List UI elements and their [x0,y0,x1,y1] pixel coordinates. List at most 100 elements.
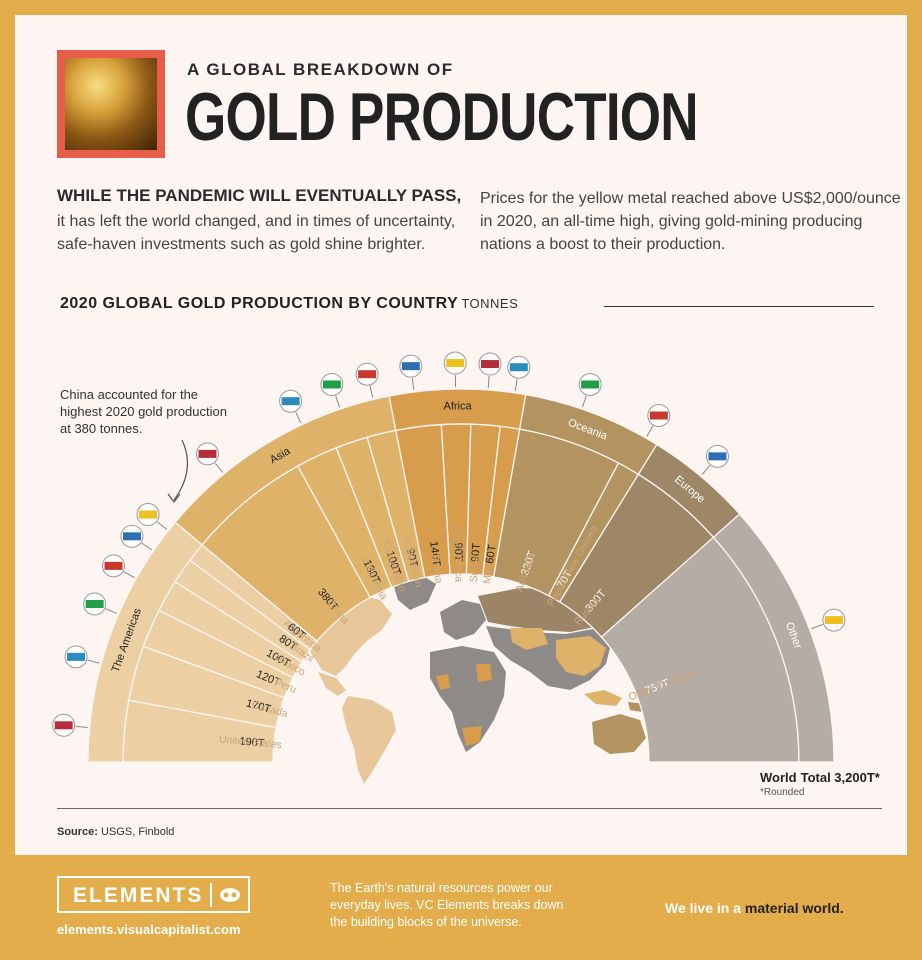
value-label-south-africa: 90T [452,542,464,561]
map-china [556,636,606,676]
brand-url[interactable]: elements.visualcapitalist.com [57,922,241,937]
source-text: USGS, Finbold [101,826,175,838]
flag-connector-other-countries [811,623,823,630]
flag-band-sudan [480,360,499,369]
flag-band-other-countries [824,616,843,625]
flag-connector-sudan [487,375,490,389]
tagline-emphasis: material world. [744,900,844,916]
flag-connector-china [214,462,224,473]
value-label-uzbekistan: 90T [404,547,420,569]
flag-connector-brazil [141,542,153,551]
flag-band-ghana [401,362,420,371]
flag-band-peru [85,599,104,608]
header-kicker: A GLOBAL BREAKDOWN OF [187,60,454,79]
value-label-mali: 60T [484,544,499,565]
country-label-south-africa: South Africa [452,525,465,582]
gold-nugget-image [57,50,165,158]
flag-band-mali [509,363,528,372]
callout-arrowhead [167,493,181,503]
value-label-ghana: 140T [427,540,442,567]
tagline: We live in a material world. [665,900,844,916]
country-label-ghana: Ghana [429,551,445,584]
footer-blurb: The Earth's natural resources power our … [330,880,590,931]
flag-connector-kazakhstan [335,395,341,408]
region-band-other [712,513,835,763]
map-indonesia [584,690,622,706]
country-label-mali: Mali [481,564,496,585]
flag-band-china [198,449,217,458]
flag-band-canada [67,652,86,661]
intro-left-line: it has left the world changed, and in ti… [57,213,456,230]
section-title-text: 2020 GLOBAL GOLD PRODUCTION BY COUNTRY [60,295,459,312]
flag-band-kazakhstan [322,380,341,389]
flag-connector-ghana [411,378,415,391]
map-south-america [342,696,396,784]
country-label-sudan: Sudan [468,552,482,583]
intro-right-line: Prices for the yellow metal reached abov… [480,190,901,207]
flag-connector-papua-new-guinea [646,425,654,437]
callout-line: at 380 tonnes. [60,421,143,436]
intro-right-line: nations a boost to their production. [480,236,726,253]
map-kazakhstan [510,628,548,650]
country-label-united-states: United States [218,733,282,751]
rounded-note: *Rounded [760,787,805,798]
flag-band-argentina [139,510,158,519]
flag-connector-mali [514,379,518,392]
intro-lead: WHILE THE PANDEMIC WILL EVENTUALLY PASS, [57,186,462,205]
bottom-divider [57,808,882,809]
flag-band-brazil [122,532,141,541]
intro-left-text: it has left the world changed, and in ti… [57,210,455,256]
flag-connector-peru [105,608,117,614]
tagline-start: We live in a [665,900,745,916]
source-label: Source: [57,826,98,838]
blurb-line: the building blocks of the universe. [330,915,522,929]
flag-connector-canada [87,659,100,664]
world-total-value: Total 3,200T* [800,770,880,785]
gold-nugget-photo [65,58,157,150]
flag-band-australia [581,380,600,389]
callout-line: highest 2020 gold production [60,404,227,419]
intro-right-text: Prices for the yellow metal reached abov… [480,187,901,256]
logo-divider [210,883,212,907]
value-label-united-states: 190T [239,735,265,749]
flag-connector-uzbekistan [369,385,374,398]
value-label-sudan: 90T [469,542,482,562]
intro-right-line: in 2020, an all-time high, giving gold-m… [480,213,863,230]
flag-band-russia [708,452,727,461]
elements-logo: ELEMENTS [57,876,250,913]
flag-connector-united-states [75,725,88,729]
source-line: Source: USGS, Finbold [57,826,174,838]
flag-band-indonesia [281,397,300,406]
callout-arrow [173,439,188,501]
blurb-line: everyday lives. VC Elements breaks down [330,898,564,912]
map-europe [440,600,486,640]
callout-line: China accounted for the [60,387,199,402]
world-total: World Total 3,200T* [760,770,880,785]
world-total-label: World [760,770,797,785]
flag-band-south-africa [446,359,465,368]
section-divider [604,306,874,307]
map-south-africa [462,726,482,746]
flag-connector-australia [581,395,587,408]
brand-name: ELEMENTS [73,884,204,907]
section-unit: TONNES [461,296,519,311]
flag-connector-mexico [123,571,135,579]
flag-band-papua-new-guinea [649,411,668,420]
flag-connector-indonesia [295,411,302,424]
flag-band-mexico [104,561,123,570]
blurb-line: The Earth's natural resources power our [330,881,553,895]
section-title: 2020 GLOBAL GOLD PRODUCTION BY COUNTRY TO… [60,295,518,313]
region-label-africa: Africa [443,400,472,412]
vc-mask-icon [220,888,240,902]
map-mexico [318,672,346,696]
map-australia [592,714,646,754]
flag-band-uzbekistan [358,370,377,379]
flag-band-united-states [54,721,73,730]
map-sudan [476,664,492,682]
page-title: GOLD PRODUCTION [185,79,699,155]
flag-connector-argentina [157,521,168,530]
map-ghana [436,674,450,690]
intro-left-line: safe-haven investments such as gold shin… [57,236,426,253]
